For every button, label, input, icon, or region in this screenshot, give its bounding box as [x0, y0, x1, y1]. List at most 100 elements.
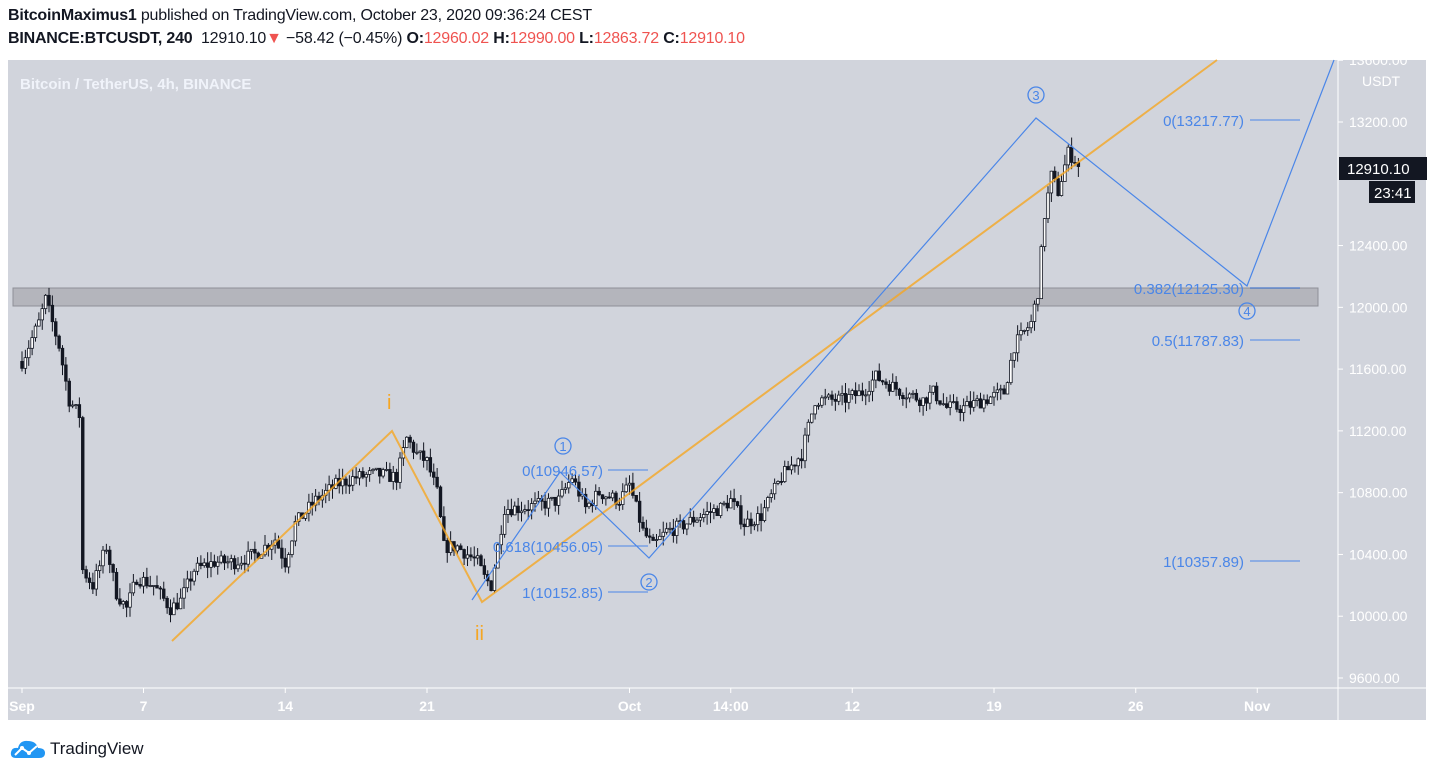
candle [30, 330, 34, 356]
publish-info: BitcoinMaximus1 published on TradingView… [8, 7, 592, 25]
wave-circle-2: 2 [640, 573, 658, 591]
candle [50, 295, 55, 332]
price-tick-label: 12000.00 [1349, 299, 1408, 315]
fib-right-1: 1(10357.89) [1163, 554, 1244, 571]
candle [546, 493, 551, 517]
time-tick-label: 14:00 [713, 698, 749, 714]
candle [756, 506, 760, 532]
candle [226, 555, 230, 569]
candle [340, 468, 345, 495]
candle [907, 392, 912, 403]
candle [1009, 352, 1013, 385]
candle [381, 467, 385, 479]
candle [779, 472, 784, 486]
candle [648, 528, 652, 544]
candle [253, 541, 257, 563]
candle [357, 468, 362, 486]
candle [614, 490, 618, 510]
open-value: 12960.02 [423, 30, 489, 47]
candle [644, 519, 649, 538]
candle [799, 448, 804, 469]
candle [499, 525, 503, 555]
candle [982, 394, 986, 413]
candle [175, 593, 179, 611]
candle [472, 546, 476, 567]
candle [33, 323, 38, 342]
candle [1005, 381, 1010, 395]
candle [712, 504, 716, 520]
candle [121, 599, 125, 609]
candle [1022, 329, 1027, 335]
candle [236, 557, 240, 572]
candle [20, 351, 24, 372]
major-wave-line[interactable] [171, 59, 1218, 642]
support-zone[interactable] [12, 287, 1319, 307]
candle [37, 312, 41, 327]
last-price: 12910.10 [200, 30, 267, 47]
candle [313, 489, 318, 512]
fib-right-05: 0.5(11787.83) [1152, 333, 1244, 350]
candle [1059, 174, 1064, 197]
candle [722, 500, 726, 507]
candle [199, 555, 203, 570]
fib-left-1: 1(10152.85) [522, 585, 603, 602]
candle [54, 318, 58, 346]
candle [972, 391, 976, 412]
candle [567, 474, 571, 494]
candle [658, 528, 662, 541]
candle [891, 373, 895, 392]
candle [668, 522, 672, 534]
low-label: L: [579, 30, 594, 47]
candle [23, 349, 28, 375]
tradingview-logo[interactable]: TradingView [10, 738, 144, 760]
candle [442, 506, 446, 542]
candle [783, 460, 787, 483]
chart-pane[interactable] [8, 60, 1426, 720]
candle [840, 385, 844, 406]
candle [232, 555, 237, 575]
author-name[interactable]: BitcoinMaximus1 [8, 7, 137, 24]
candle [398, 452, 402, 489]
svg-text:1: 1 [559, 439, 566, 454]
candle [327, 475, 331, 502]
candle [550, 496, 554, 501]
candle [425, 456, 429, 471]
candle [1069, 137, 1074, 170]
candle [749, 512, 753, 534]
candle [752, 521, 757, 531]
candle [138, 577, 142, 589]
candle [354, 467, 358, 485]
candle [438, 485, 443, 518]
candle [887, 380, 892, 396]
candle [516, 497, 520, 521]
candle [526, 500, 530, 520]
tradingview-brand: TradingView [50, 739, 144, 758]
time-tick-label: Sep [9, 698, 35, 714]
candle [502, 506, 507, 538]
price-tick-label: 11200.00 [1349, 423, 1407, 439]
candle [654, 534, 659, 548]
candle [270, 540, 274, 560]
candle [428, 448, 433, 477]
candle [1015, 325, 1020, 362]
candle [421, 442, 426, 468]
candle [469, 547, 473, 562]
candle [290, 540, 294, 558]
candle [307, 493, 311, 522]
price-axis[interactable]: 13600.00 13200.00 12400.00 12000.00 11600.00… [1338, 52, 1408, 686]
candle [931, 385, 935, 395]
minor-wave-line[interactable] [471, 59, 1335, 601]
candle [1049, 170, 1054, 202]
candle [978, 392, 983, 409]
candle [803, 427, 807, 469]
candle [594, 484, 598, 510]
candle [941, 393, 946, 406]
candle [411, 439, 416, 460]
time-tick-label: 26 [1128, 698, 1144, 714]
time-axis[interactable]: Sep 7 14 21 Oct 14:00 12 19 26 Nov [9, 688, 1271, 714]
candle [651, 533, 655, 541]
candle [202, 558, 206, 568]
candle [367, 467, 372, 482]
candle [364, 471, 368, 487]
